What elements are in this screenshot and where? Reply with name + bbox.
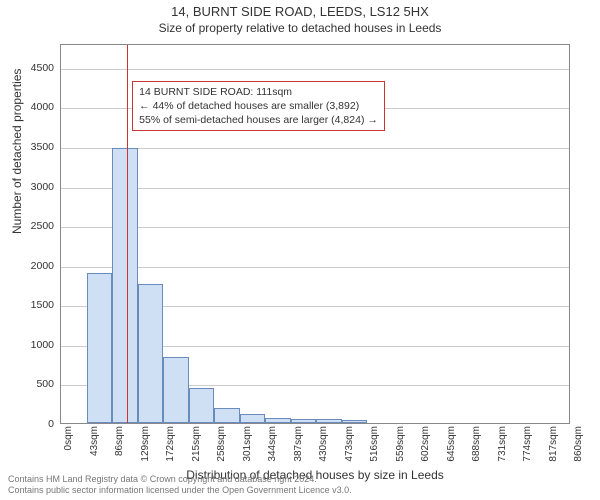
y-tick-label: 4000: [14, 101, 54, 113]
x-tick-label: 172sqm: [165, 426, 176, 462]
histogram-bar: [316, 419, 342, 423]
y-tick-label: 2000: [14, 260, 54, 272]
footer-line: Contains public sector information licen…: [8, 485, 352, 496]
footer-line: Contains HM Land Registry data © Crown c…: [8, 474, 352, 485]
histogram-chart: 14 BURNT SIDE ROAD: 111sqm← 44% of detac…: [60, 44, 570, 424]
histogram-bar: [189, 388, 215, 423]
histogram-bar: [163, 357, 189, 423]
y-tick-label: 0: [14, 418, 54, 430]
y-tick-label: 2500: [14, 220, 54, 232]
x-tick-label: 430sqm: [318, 426, 329, 462]
x-tick-label: 688sqm: [471, 426, 482, 462]
x-tick-label: 473sqm: [344, 426, 355, 462]
histogram-bar: [291, 419, 317, 423]
x-tick-label: 559sqm: [395, 426, 406, 462]
x-tick-label: 0sqm: [63, 426, 74, 450]
histogram-bar: [87, 273, 113, 423]
annotation-line: 14 BURNT SIDE ROAD: 111sqm: [139, 85, 378, 99]
y-tick-label: 3000: [14, 181, 54, 193]
x-tick-label: 516sqm: [369, 426, 380, 462]
gridline: [61, 69, 569, 70]
histogram-bar: [138, 284, 164, 423]
x-tick-label: 817sqm: [548, 426, 559, 462]
marker-line: [127, 45, 128, 423]
x-tick-label: 645sqm: [446, 426, 457, 462]
x-tick-label: 129sqm: [140, 426, 151, 462]
footer-attribution: Contains HM Land Registry data © Crown c…: [8, 474, 352, 497]
page-subtitle: Size of property relative to detached ho…: [0, 21, 600, 35]
histogram-bar: [112, 148, 138, 423]
y-tick-label: 1500: [14, 299, 54, 311]
histogram-bar: [214, 408, 240, 423]
x-tick-label: 602sqm: [420, 426, 431, 462]
x-tick-label: 215sqm: [191, 426, 202, 462]
x-tick-label: 258sqm: [216, 426, 227, 462]
x-tick-label: 860sqm: [573, 426, 584, 462]
page-title: 14, BURNT SIDE ROAD, LEEDS, LS12 5HX: [0, 4, 600, 19]
histogram-bar: [240, 414, 266, 423]
x-tick-label: 43sqm: [89, 426, 100, 456]
x-tick-label: 301sqm: [242, 426, 253, 462]
x-tick-label: 731sqm: [497, 426, 508, 462]
x-tick-label: 86sqm: [114, 426, 125, 456]
plot-area: 14 BURNT SIDE ROAD: 111sqm← 44% of detac…: [60, 44, 570, 424]
y-tick-label: 4500: [14, 62, 54, 74]
y-tick-label: 1000: [14, 339, 54, 351]
histogram-bar: [342, 420, 368, 423]
x-tick-label: 387sqm: [293, 426, 304, 462]
y-tick-label: 500: [14, 378, 54, 390]
x-tick-label: 344sqm: [267, 426, 278, 462]
x-tick-label: 774sqm: [522, 426, 533, 462]
y-tick-label: 3500: [14, 141, 54, 153]
annotation-box: 14 BURNT SIDE ROAD: 111sqm← 44% of detac…: [132, 81, 385, 132]
annotation-line: 55% of semi-detached houses are larger (…: [139, 113, 378, 127]
histogram-bar: [265, 418, 291, 423]
annotation-line: ← 44% of detached houses are smaller (3,…: [139, 99, 378, 113]
